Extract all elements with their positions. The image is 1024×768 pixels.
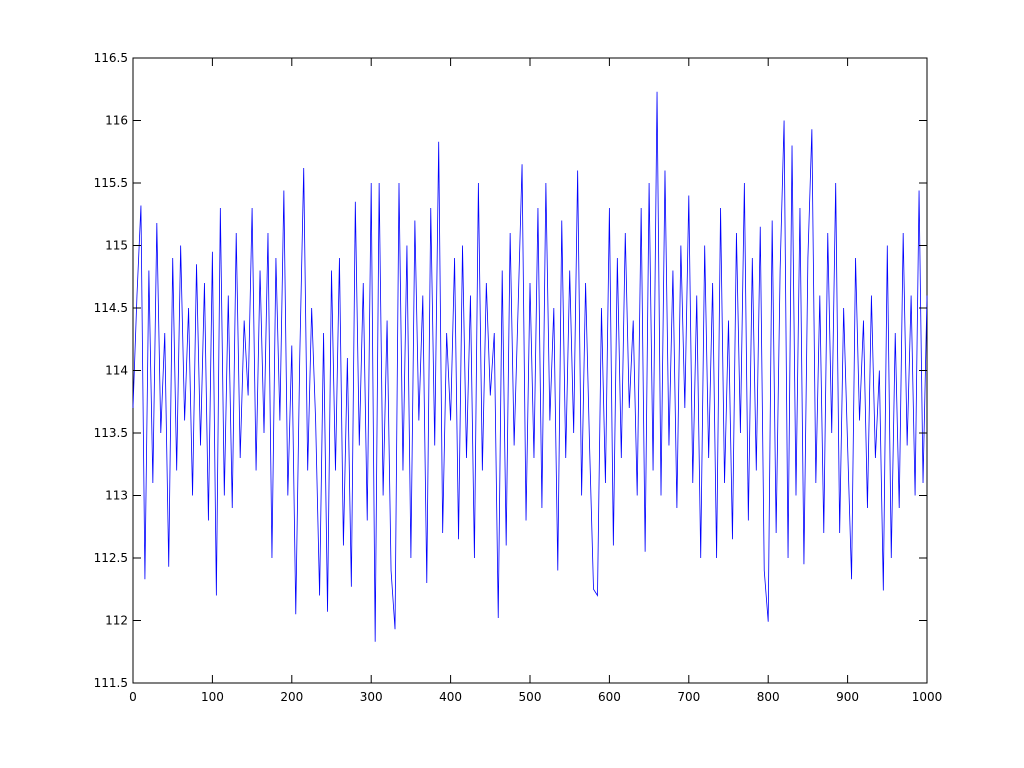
y-tick-label: 113 <box>105 489 128 503</box>
y-tick-label: 114 <box>105 364 128 378</box>
x-tick-label: 400 <box>439 690 462 704</box>
x-tick-label: 600 <box>598 690 621 704</box>
plot-area <box>132 57 928 684</box>
x-tick-label: 800 <box>757 690 780 704</box>
y-tick-label: 116.5 <box>94 51 128 65</box>
x-tick-label: 100 <box>201 690 224 704</box>
y-tick-label: 116 <box>105 114 128 128</box>
x-tick-label: 1000 <box>912 690 943 704</box>
y-tick-label: 115.5 <box>94 176 128 190</box>
y-tick-label: 112.5 <box>94 551 128 565</box>
y-tick-label: 115 <box>105 239 128 253</box>
data-line <box>132 91 928 642</box>
x-tick-label: 200 <box>280 690 303 704</box>
y-tick-label: 114.5 <box>94 301 128 315</box>
y-tick-label: 113.5 <box>94 426 128 440</box>
x-tick-label: 0 <box>129 690 137 704</box>
x-tick-label: 500 <box>519 690 542 704</box>
y-tick-label: 112 <box>105 614 128 628</box>
y-tick-label: 111.5 <box>94 676 128 690</box>
x-tick-label: 300 <box>360 690 383 704</box>
x-tick-label: 700 <box>677 690 700 704</box>
x-tick-label: 900 <box>836 690 859 704</box>
